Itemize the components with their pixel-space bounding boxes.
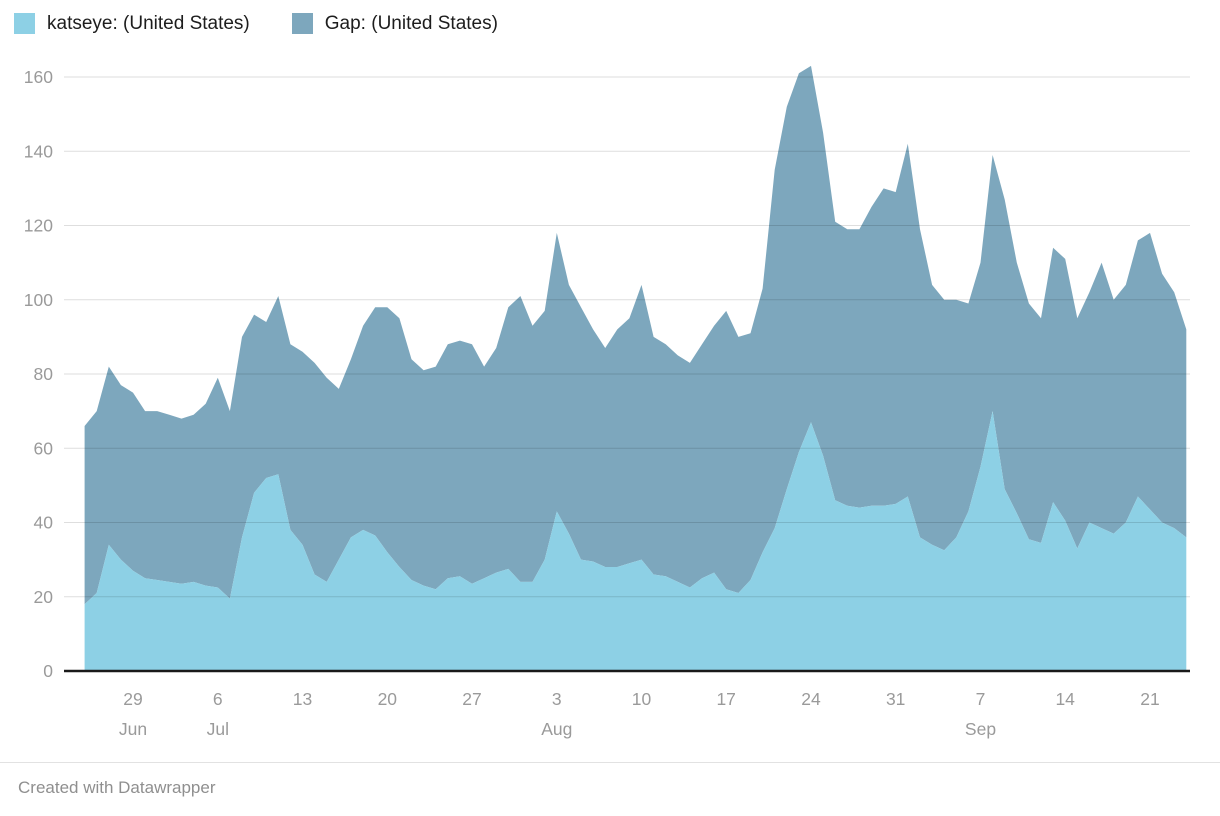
x-tick-label-20: 20	[378, 689, 398, 709]
x-tick-month-Jul: Jul	[207, 719, 229, 739]
x-tick-month-Sep: Sep	[965, 719, 996, 739]
area-gap	[84, 65, 1187, 605]
y-tick-label-120: 120	[24, 216, 53, 236]
areas	[84, 65, 1187, 671]
trend-chart: 0 20 40 60 80 100 120 140 160 29 Jun 6 Jul 13 20 27 3 Aug…	[24, 65, 1190, 739]
x-tick-label-3: 3	[552, 689, 562, 709]
y-tick-label-60: 60	[34, 438, 54, 458]
y-tick-label-160: 160	[24, 67, 53, 87]
x-tick-label-24: 24	[801, 689, 821, 709]
gridlines	[64, 76, 1190, 598]
y-tick-label-20: 20	[34, 587, 54, 607]
x-tick-label-13: 13	[293, 689, 312, 709]
chart-footer: Created with Datawrapper	[0, 762, 1220, 798]
x-tick-month-Jun: Jun	[119, 719, 147, 739]
katseye-swatch-icon	[14, 13, 35, 34]
x-tick-label-7: 7	[976, 689, 986, 709]
y-axis-labels: 0 20 40 60 80 100 120 140 160	[24, 67, 53, 681]
legend: katseye: (United States) Gap: (United St…	[14, 13, 498, 34]
x-tick-label-31: 31	[886, 689, 905, 709]
y-tick-label-140: 140	[24, 141, 53, 161]
x-tick-label-21: 21	[1140, 689, 1159, 709]
y-tick-label-100: 100	[24, 290, 53, 310]
x-tick-label-29: 29	[123, 689, 142, 709]
x-axis-labels: 29 Jun 6 Jul 13 20 27 3 Aug 10 17 24 31 7 Sep 14 21	[119, 689, 1160, 739]
area-katseye	[84, 411, 1187, 671]
legend-item-gap: Gap: (United States)	[291, 13, 498, 34]
x-tick-month-Aug: Aug	[541, 719, 572, 739]
y-tick-label-40: 40	[34, 513, 54, 533]
datawrapper-credit: Created with Datawrapper	[18, 778, 216, 797]
y-tick-label-80: 80	[34, 364, 54, 384]
x-tick-label-27: 27	[462, 689, 481, 709]
x-tick-label-17: 17	[716, 689, 735, 709]
x-tick-label-6: 6	[213, 689, 223, 709]
legend-label-katseye: katseye: (United States)	[47, 13, 250, 34]
y-tick-label-0: 0	[43, 661, 53, 681]
x-tick-label-10: 10	[632, 689, 652, 709]
legend-label-gap: Gap: (United States)	[324, 13, 498, 34]
x-tick-label-14: 14	[1055, 689, 1075, 709]
gap-swatch-icon	[291, 13, 313, 34]
legend-item-katseye: katseye: (United States)	[14, 13, 250, 34]
